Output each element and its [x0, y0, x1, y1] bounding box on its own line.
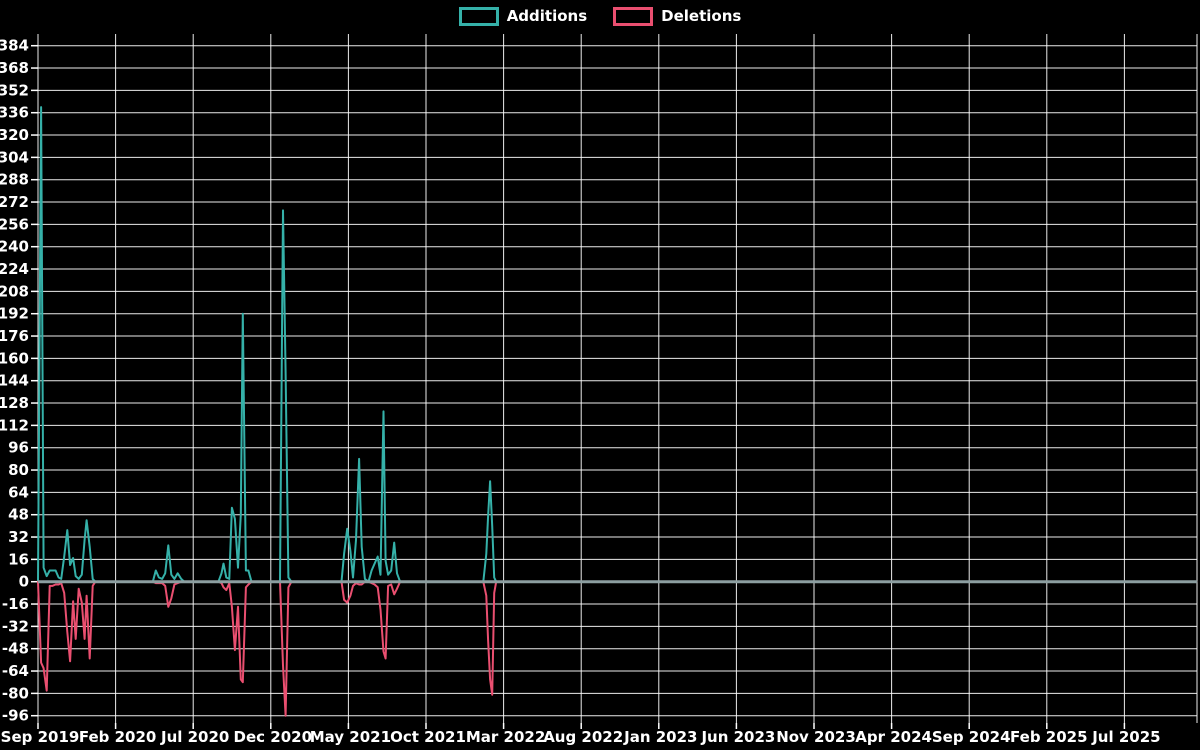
chart-legend: Additions Deletions — [0, 7, 1200, 26]
y-tick-label: 208 — [0, 282, 29, 300]
y-tick-label: 16 — [8, 550, 29, 568]
x-tick-label: Mar 2022 — [466, 728, 545, 746]
legend-swatch-deletions — [613, 7, 654, 26]
x-tick-label: Feb 2020 — [79, 728, 157, 746]
y-tick-label: 272 — [0, 193, 29, 211]
y-tick-label: 288 — [0, 171, 29, 189]
x-tick-label: Jun 2023 — [700, 728, 775, 746]
x-tick-label: Jan 2023 — [623, 728, 697, 746]
y-tick-label: 240 — [0, 238, 29, 256]
legend-label: Additions — [506, 7, 588, 25]
deletions-line — [37, 580, 1198, 717]
x-tick-label: Jul 2025 — [1091, 728, 1160, 746]
y-tick-label: 144 — [0, 372, 29, 390]
y-tick-label: -16 — [2, 595, 29, 613]
y-tick-label: 304 — [0, 148, 29, 166]
x-tick-label: May 2021 — [310, 728, 391, 746]
legend-label: Deletions — [661, 7, 742, 25]
y-tick-label: 32 — [8, 528, 29, 546]
additions-line — [37, 106, 1198, 583]
y-tick-label: 64 — [8, 483, 29, 501]
x-tick-label: Sep 2019 — [1, 728, 80, 746]
legend-item-deletions[interactable]: Deletions — [613, 7, 741, 26]
y-tick-label: 48 — [8, 506, 29, 524]
y-tick-label: 256 — [0, 215, 29, 233]
y-tick-label: 192 — [0, 305, 29, 323]
y-tick-label: -32 — [2, 617, 29, 635]
x-tick-label: Jul 2020 — [160, 728, 229, 746]
y-tick-label: 368 — [0, 59, 29, 77]
x-tick-label: Oct 2021 — [390, 728, 466, 746]
x-tick-label: Apr 2024 — [855, 728, 932, 746]
y-tick-label: -48 — [2, 640, 29, 658]
y-tick-label: -80 — [2, 684, 29, 702]
y-tick-label: 96 — [8, 439, 29, 457]
y-tick-label: 352 — [0, 81, 29, 99]
y-tick-label: 0 — [19, 573, 29, 591]
y-tick-label: 128 — [0, 394, 29, 412]
x-tick-label: Sep 2024 — [932, 728, 1011, 746]
legend-item-additions[interactable]: Additions — [458, 7, 588, 26]
y-tick-label: 384 — [0, 37, 29, 55]
y-tick-label: 336 — [0, 104, 29, 122]
y-tick-label: 112 — [0, 416, 29, 434]
y-tick-label: 176 — [0, 327, 29, 345]
legend-swatch-additions — [458, 7, 499, 26]
y-tick-label: 320 — [0, 126, 29, 144]
x-tick-label: Nov 2023 — [776, 728, 856, 746]
y-tick-label: -64 — [2, 662, 29, 680]
y-tick-label: 80 — [8, 461, 29, 479]
x-tick-label: Feb 2025 — [1010, 728, 1088, 746]
y-tick-label: -96 — [2, 707, 29, 725]
x-tick-label: Aug 2022 — [543, 728, 623, 746]
x-tick-label: Dec 2020 — [234, 728, 313, 746]
y-tick-label: 224 — [0, 260, 29, 278]
y-tick-label: 160 — [0, 349, 29, 367]
